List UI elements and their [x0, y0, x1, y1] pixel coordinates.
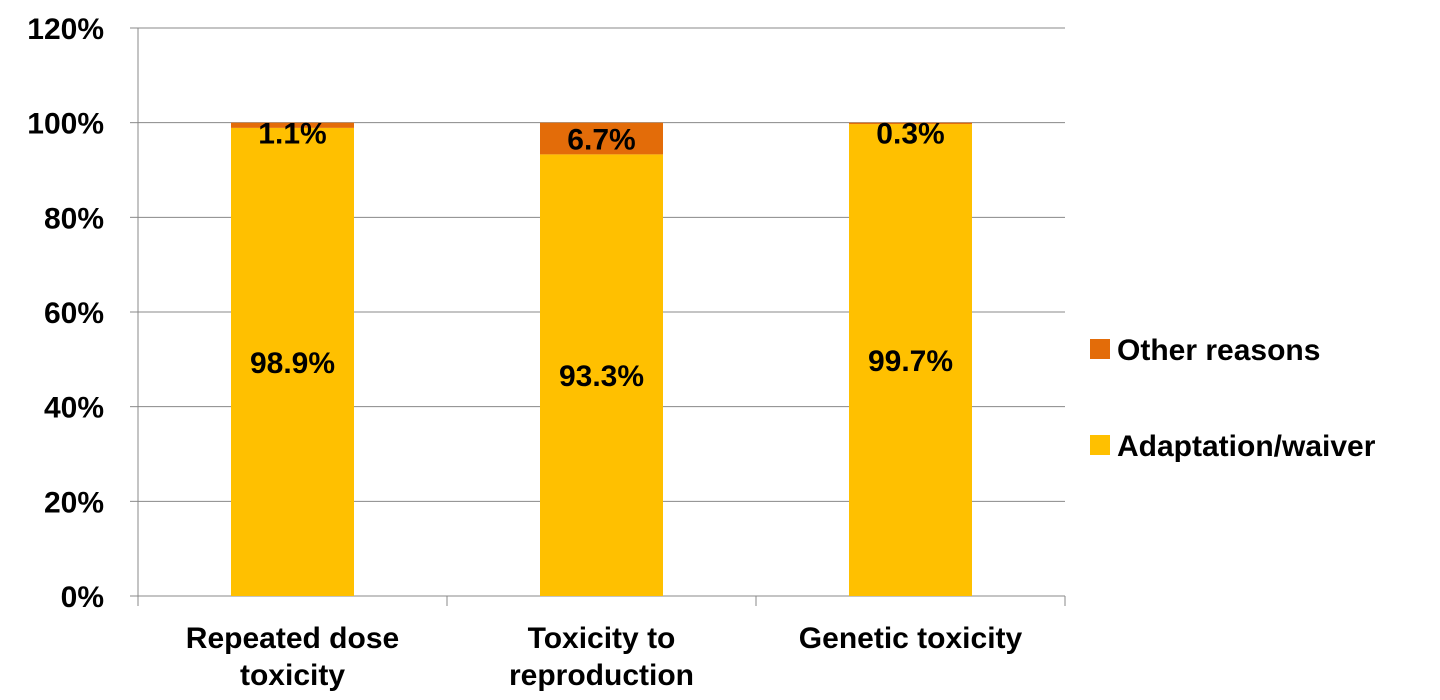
legend: Other reasons Adaptation/waiver: [1090, 334, 1376, 463]
x-category-label: Genetic toxicity: [799, 622, 1023, 655]
data-label-other-reasons: 0.3%: [876, 118, 944, 151]
bar-adaptation-waiver: [849, 124, 972, 596]
bars: [231, 122, 972, 596]
y-tick-label: 60%: [44, 297, 104, 330]
y-tick-label: 0%: [61, 581, 104, 614]
x-category-label: toxicity: [240, 659, 345, 692]
data-label-adaptation-waiver: 99.7%: [868, 345, 953, 378]
data-label-other-reasons: 6.7%: [567, 124, 635, 157]
bar-other-reasons: [849, 122, 972, 125]
x-category-label: reproduction: [509, 659, 694, 692]
y-tick-label: 80%: [44, 202, 104, 235]
y-tick-label: 20%: [44, 486, 104, 519]
data-label-other-reasons: 1.1%: [258, 118, 326, 151]
y-tick-label: 120%: [27, 13, 104, 46]
data-label-adaptation-waiver: 98.9%: [250, 347, 335, 380]
x-category-label: Toxicity to: [528, 622, 676, 655]
x-category-label: Repeated dose: [186, 622, 399, 655]
data-label-adaptation-waiver: 93.3%: [559, 360, 644, 393]
bar-adaptation-waiver: [540, 154, 663, 596]
bar-adaptation-waiver: [231, 127, 354, 596]
legend-swatch: [1090, 435, 1110, 455]
bar-other-reasons: [231, 122, 354, 128]
axes: 0% 20% 40% 60% 80% 100% 120% Repeated dose toxic…: [27, 13, 1066, 692]
y-tick-label: 100%: [27, 108, 104, 141]
legend-swatch: [1090, 339, 1110, 359]
data-labels: 98.9% 1.1% 93.3% 6.7% 99.7% 0.3%: [250, 118, 953, 394]
bar-other-reasons: [540, 122, 663, 155]
y-tick-label: 40%: [44, 392, 104, 425]
legend-label: Other reasons: [1117, 334, 1320, 367]
legend-label: Adaptation/waiver: [1117, 430, 1376, 463]
